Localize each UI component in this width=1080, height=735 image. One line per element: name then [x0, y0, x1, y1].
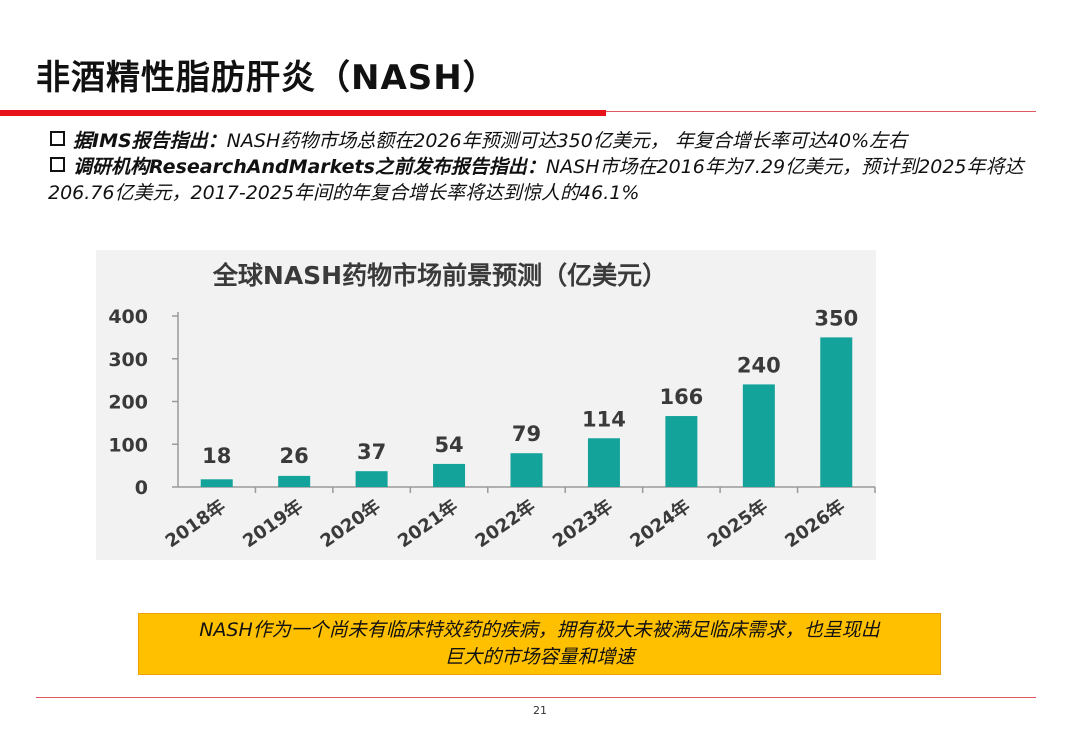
x-tick-label: 2024年: [626, 495, 694, 552]
title-accent-bar: [0, 110, 606, 116]
bar-value-label: 26: [280, 444, 309, 468]
x-tick-label: 2021年: [394, 495, 462, 552]
bar-value-label: 54: [434, 433, 463, 457]
page-number: 21: [533, 704, 547, 717]
bullet-item: 据IMS报告指出：NASH药物市场总额在2026年预测可达350亿美元， 年复合…: [48, 128, 1048, 154]
x-tick-label: 2023年: [548, 495, 616, 552]
bar: [278, 475, 311, 487]
y-tick-label: 0: [135, 477, 148, 499]
callout-line-2: 巨大的市场容量和增速: [444, 646, 635, 668]
bar-value-label: 350: [814, 306, 858, 330]
x-tick-label: 2022年: [471, 495, 539, 552]
x-tick-label: 2019年: [239, 495, 307, 552]
bar: [742, 384, 775, 487]
bar: [200, 479, 233, 487]
bullet-lead: 调研机构ResearchAndMarkets之前发布报告指出：: [73, 156, 546, 178]
bar-value-label: 37: [357, 440, 386, 464]
bullet-lead: 据IMS报告指出：: [73, 130, 227, 152]
y-tick-label: 400: [108, 306, 148, 328]
slide-title: 非酒精性脂肪肝炎（NASH）: [36, 58, 498, 98]
bar-value-label: 114: [582, 407, 626, 431]
y-tick-label: 100: [108, 434, 148, 456]
bar: [665, 416, 698, 487]
bar-value-label: 18: [202, 444, 231, 468]
checkbox-square-icon: [50, 157, 65, 172]
bullet-body: NASH药物市场总额在2026年预测可达350亿美元， 年复合增长率可达40%左…: [226, 130, 908, 152]
bar-value-label: 166: [659, 385, 703, 409]
y-tick-label: 200: [108, 392, 148, 414]
bar: [820, 337, 853, 487]
x-tick-label: 2025年: [703, 495, 771, 552]
checkbox-square-icon: [50, 131, 65, 146]
x-tick-label: 2018年: [161, 495, 229, 552]
callout-line-1: NASH作为一个尚未有临床特效药的疾病，拥有极大未被满足临床需求，也呈现出: [199, 619, 880, 641]
y-tick-label: 300: [108, 349, 148, 371]
title-divider: [606, 111, 1036, 112]
bar-value-label: 79: [512, 422, 541, 446]
bar-value-label: 240: [737, 353, 781, 377]
footer-divider: [36, 697, 1036, 698]
bullet-list: 据IMS报告指出：NASH药物市场总额在2026年预测可达350亿美元， 年复合…: [48, 128, 1048, 206]
x-tick-label: 2026年: [781, 495, 849, 552]
bullet-item: 调研机构ResearchAndMarkets之前发布报告指出：NASH市场在20…: [48, 154, 1048, 206]
bar: [433, 463, 466, 487]
chart-title: 全球NASH药物市场前景预测（亿美元）: [212, 261, 668, 290]
bar: [587, 438, 620, 487]
bar: [510, 453, 543, 487]
bar: [355, 471, 388, 487]
x-tick-label: 2020年: [316, 495, 384, 552]
bullet-body: NASH市场在2016年为7.29亿美元，预计到2025年将达206.76亿美元…: [48, 156, 1024, 204]
summary-callout: NASH作为一个尚未有临床特效药的疾病，拥有极大未被满足临床需求，也呈现出 巨大…: [138, 613, 941, 675]
